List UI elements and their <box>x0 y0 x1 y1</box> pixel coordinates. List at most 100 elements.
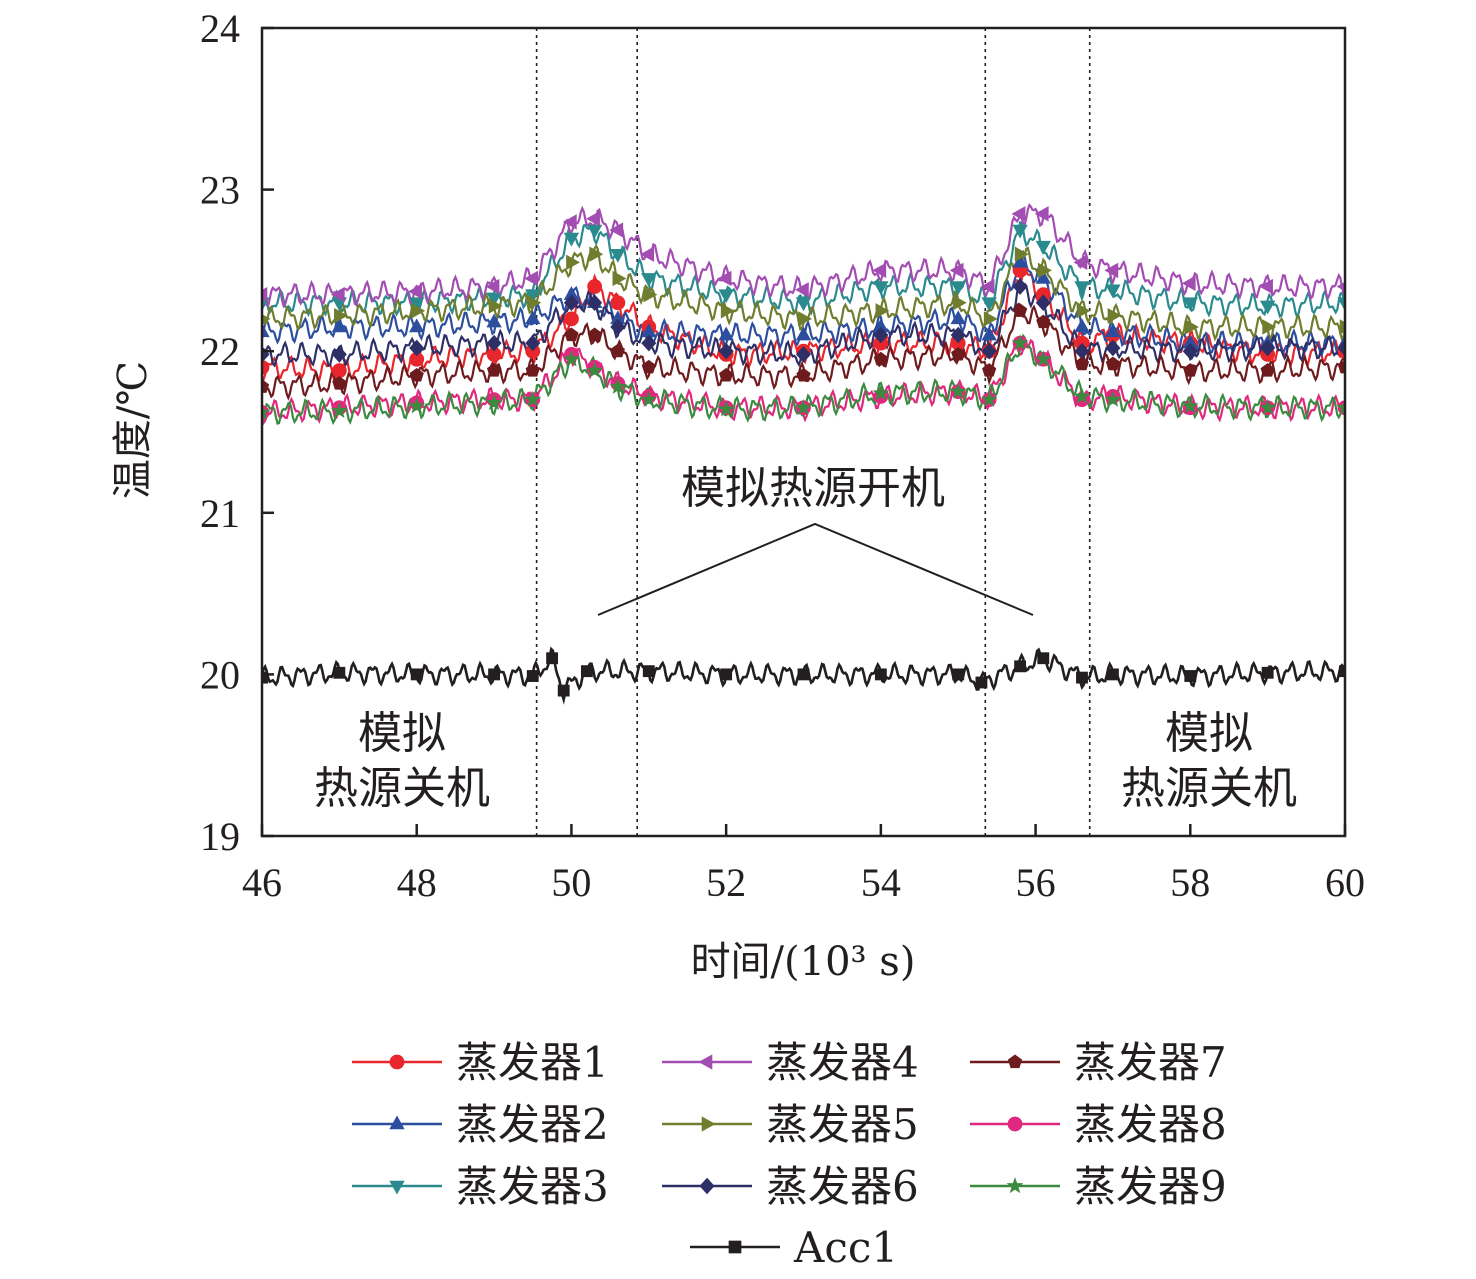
data-point <box>981 297 997 312</box>
data-point <box>524 390 542 407</box>
data-point <box>701 1116 716 1132</box>
data-point <box>525 363 540 377</box>
data-point <box>1105 323 1121 338</box>
data-point <box>331 346 347 363</box>
data-point <box>330 286 345 303</box>
data-point <box>332 376 347 390</box>
data-point <box>698 1054 713 1070</box>
data-point <box>795 326 812 341</box>
data-point <box>586 211 600 227</box>
data-point <box>411 303 426 319</box>
data-point <box>488 298 503 314</box>
data-point <box>1007 1116 1023 1132</box>
data-point <box>950 326 966 344</box>
data-point <box>389 1115 405 1130</box>
data-point <box>975 676 988 689</box>
y-axis: 19 20 21 22 23 24 <box>200 6 274 859</box>
x-tick-label: 56 <box>1016 860 1056 905</box>
data-point <box>873 281 889 296</box>
data-point <box>1014 246 1029 262</box>
data-point <box>580 665 593 678</box>
data-point <box>525 310 541 325</box>
data-point <box>1337 339 1345 357</box>
legend-item: 蒸发器7 <box>970 1038 1227 1087</box>
data-point <box>589 246 604 262</box>
legend-label: 蒸发器3 <box>456 1162 609 1211</box>
data-point <box>874 668 887 681</box>
data-point <box>1105 356 1121 371</box>
data-point <box>1036 314 1051 329</box>
data-point <box>408 283 423 300</box>
data-point <box>1107 307 1122 324</box>
annotation-heat-off-right-line1: 模拟 <box>1165 708 1253 759</box>
data-point <box>1336 398 1345 415</box>
data-point <box>1035 294 1051 312</box>
data-point <box>1011 206 1026 222</box>
annotation-heat-off-right-line2: 热源关机 <box>1121 763 1297 814</box>
series-layer <box>262 203 1345 705</box>
data-point <box>485 394 503 411</box>
legend-label: 蒸发器6 <box>766 1162 919 1211</box>
y-tick-label: 21 <box>200 491 240 536</box>
data-point <box>262 403 271 420</box>
data-point <box>1260 363 1275 377</box>
y-tick-label: 23 <box>200 168 240 213</box>
data-point <box>609 377 627 394</box>
data-point <box>1038 262 1052 279</box>
data-point <box>1014 660 1027 673</box>
y-axis-title: 温度/℃ <box>110 361 156 499</box>
data-point <box>1182 297 1198 312</box>
data-point <box>1073 254 1088 270</box>
data-point <box>1012 253 1028 268</box>
data-point <box>720 668 733 681</box>
data-point <box>333 666 346 679</box>
data-point <box>524 270 539 287</box>
data-point <box>718 342 734 360</box>
legend-label: 蒸发器8 <box>1074 1100 1227 1149</box>
data-point <box>949 382 967 399</box>
data-point <box>641 359 656 374</box>
data-point <box>949 262 964 279</box>
data-point <box>719 367 734 382</box>
data-point <box>262 359 270 375</box>
data-point <box>873 326 889 344</box>
legend-label: Acc1 <box>793 1223 898 1272</box>
legend-item: 蒸发器4 <box>662 1038 919 1087</box>
data-point <box>564 327 579 342</box>
data-point <box>951 346 966 361</box>
data-point <box>527 295 542 311</box>
data-point <box>485 278 500 295</box>
data-point <box>546 652 559 665</box>
annotation-heat-off-left-line2: 热源关机 <box>314 763 490 814</box>
legend-label: 蒸发器4 <box>766 1038 919 1087</box>
data-point <box>331 363 347 378</box>
data-point <box>952 295 967 311</box>
x-tick-label: 60 <box>1325 860 1365 905</box>
data-point <box>1076 671 1088 684</box>
data-point <box>557 684 570 697</box>
data-point <box>1337 297 1345 312</box>
data-point <box>587 279 603 294</box>
data-point <box>795 398 812 415</box>
y-tick-label: 20 <box>200 652 240 697</box>
data-point <box>331 318 348 333</box>
data-point <box>1260 339 1276 357</box>
data-point <box>641 273 657 288</box>
data-point <box>717 270 732 287</box>
data-point <box>1007 1054 1023 1069</box>
data-point <box>408 397 426 414</box>
data-point <box>1012 303 1028 317</box>
data-point <box>1074 318 1090 333</box>
data-point <box>717 400 735 417</box>
data-point <box>486 292 502 307</box>
data-point <box>1105 284 1121 299</box>
data-point <box>1181 397 1199 414</box>
data-point <box>563 232 580 247</box>
data-point <box>262 314 271 324</box>
data-point <box>486 334 502 352</box>
data-point <box>409 339 425 357</box>
data-point <box>950 310 966 325</box>
data-point <box>486 313 502 328</box>
annotation-heat-off-left-line1: 模拟 <box>358 708 446 759</box>
data-point <box>1259 300 1276 315</box>
